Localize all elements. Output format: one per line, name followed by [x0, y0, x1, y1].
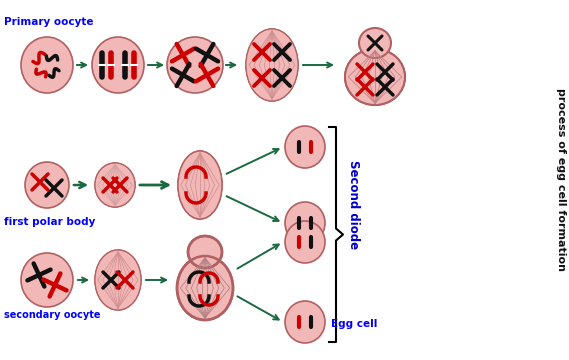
Text: Primary oocyte: Primary oocyte	[4, 17, 93, 27]
Ellipse shape	[285, 202, 325, 244]
Ellipse shape	[95, 163, 135, 207]
Ellipse shape	[285, 126, 325, 168]
Text: process of egg cell formation: process of egg cell formation	[556, 89, 566, 271]
Ellipse shape	[359, 28, 391, 58]
Ellipse shape	[285, 221, 325, 263]
Ellipse shape	[21, 37, 73, 93]
Ellipse shape	[95, 250, 141, 310]
Ellipse shape	[177, 256, 233, 320]
Text: first polar body: first polar body	[4, 217, 96, 227]
Ellipse shape	[246, 29, 298, 101]
Ellipse shape	[25, 162, 69, 208]
Ellipse shape	[95, 250, 141, 310]
Ellipse shape	[21, 253, 73, 307]
Ellipse shape	[188, 236, 222, 268]
Ellipse shape	[345, 49, 405, 105]
Ellipse shape	[178, 151, 222, 219]
Ellipse shape	[95, 163, 135, 207]
Ellipse shape	[92, 37, 144, 93]
Text: Second diode: Second diode	[347, 160, 360, 249]
Ellipse shape	[246, 29, 298, 101]
Ellipse shape	[167, 37, 223, 93]
Text: secondary oocyte: secondary oocyte	[4, 310, 101, 320]
Ellipse shape	[285, 301, 325, 343]
Ellipse shape	[345, 49, 405, 105]
Ellipse shape	[178, 151, 222, 219]
Text: Egg cell: Egg cell	[331, 319, 377, 329]
